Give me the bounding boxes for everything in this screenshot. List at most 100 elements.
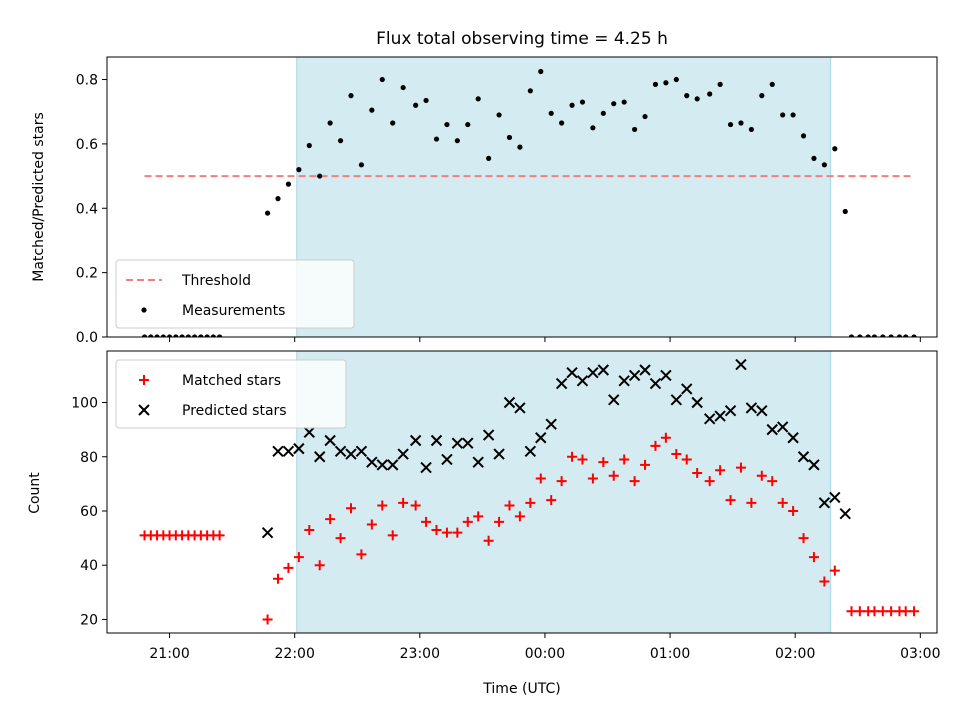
data-point	[493, 448, 505, 460]
data-point	[348, 93, 354, 99]
data-point	[335, 533, 346, 544]
data-point	[691, 396, 703, 409]
data-point	[304, 524, 315, 535]
data-point	[566, 366, 578, 379]
data-point	[486, 155, 492, 161]
data-point	[506, 134, 513, 141]
data-point	[546, 495, 557, 506]
data-point	[441, 527, 452, 538]
data-point	[756, 404, 768, 417]
data-point	[325, 514, 336, 525]
panel-bottom: 20 40 60 80 100 21:00 22:00 23:00 00:00 01:00 02:0…	[71, 350, 940, 662]
data-point	[670, 394, 683, 406]
data-point	[780, 112, 786, 118]
x-tick-label: 01:00	[650, 646, 690, 662]
data-point	[725, 495, 736, 506]
data-point	[839, 507, 851, 520]
data-point	[398, 497, 409, 508]
y-tick-label: 0.4	[76, 201, 98, 217]
axes-frame-bottom	[106, 350, 938, 634]
data-point	[390, 120, 396, 126]
data-point	[788, 505, 799, 516]
data-point	[748, 126, 754, 133]
data-point	[746, 497, 757, 508]
data-point	[888, 334, 894, 337]
data-point	[628, 369, 641, 382]
data-point	[358, 162, 365, 168]
y-tick-label: 0.2	[76, 266, 98, 282]
x-tick-label: 23:00	[400, 646, 440, 662]
observing-window-span	[296, 56, 832, 338]
x-tick-label: 03:00	[900, 646, 940, 662]
data-point	[579, 99, 586, 105]
data-point	[759, 93, 765, 99]
data-point	[527, 88, 533, 94]
data-point	[587, 366, 599, 379]
data-point	[272, 445, 284, 458]
x-tick-label: 00:00	[525, 646, 565, 662]
data-point	[444, 121, 450, 128]
data-point	[314, 451, 326, 463]
data-point	[632, 126, 638, 133]
data-point	[598, 457, 609, 468]
plot-area-bottom	[139, 358, 920, 625]
data-point	[608, 470, 619, 481]
data-point	[514, 402, 526, 414]
series-measurements	[141, 68, 917, 337]
data-point	[410, 500, 421, 511]
data-point	[210, 334, 216, 337]
data-point	[818, 497, 831, 509]
data-point	[745, 402, 758, 414]
data-point	[548, 110, 554, 116]
data-point	[306, 142, 312, 149]
data-point	[462, 437, 474, 449]
data-point	[217, 334, 223, 337]
legend-label: Measurements	[182, 303, 285, 319]
data-point	[911, 334, 917, 337]
data-point	[777, 497, 788, 508]
data-point	[727, 121, 734, 128]
bottom-y-axis-label: Count	[27, 472, 43, 514]
data-point	[798, 533, 809, 544]
data-point	[567, 451, 578, 462]
data-point	[160, 334, 166, 337]
legend-top: Threshold Measurements	[115, 259, 355, 329]
data-point	[337, 138, 344, 144]
data-point	[496, 112, 502, 118]
data-point	[559, 120, 565, 126]
x-tick-label: 02:00	[775, 646, 815, 662]
data-point	[366, 519, 377, 530]
data-point	[903, 334, 909, 337]
data-point	[525, 497, 536, 508]
data-point	[452, 527, 463, 538]
data-point	[800, 133, 807, 139]
legend-marker	[138, 404, 150, 416]
data-point	[423, 97, 429, 104]
data-point	[808, 552, 819, 563]
data-point	[503, 396, 516, 409]
data-point	[650, 440, 661, 451]
legend-label: Predicted stars	[182, 403, 287, 419]
data-point	[619, 454, 630, 465]
legend-marker	[141, 307, 147, 313]
data-point	[345, 503, 356, 514]
data-point	[324, 434, 336, 447]
data-point	[715, 465, 726, 476]
y-tick-label: 100	[71, 396, 98, 412]
data-point	[204, 334, 210, 337]
legend-bottom: Matched stars Predicted stars	[115, 359, 347, 429]
data-point	[819, 576, 830, 587]
data-point	[587, 473, 598, 484]
data-point	[767, 476, 778, 487]
data-point	[738, 120, 744, 126]
data-point	[356, 549, 367, 560]
data-point	[431, 524, 442, 535]
data-point	[652, 81, 659, 87]
data-point	[787, 432, 799, 444]
data-point	[724, 404, 737, 417]
data-point	[535, 432, 547, 444]
data-point	[821, 162, 827, 168]
data-point	[198, 334, 204, 337]
data-point	[694, 96, 700, 102]
